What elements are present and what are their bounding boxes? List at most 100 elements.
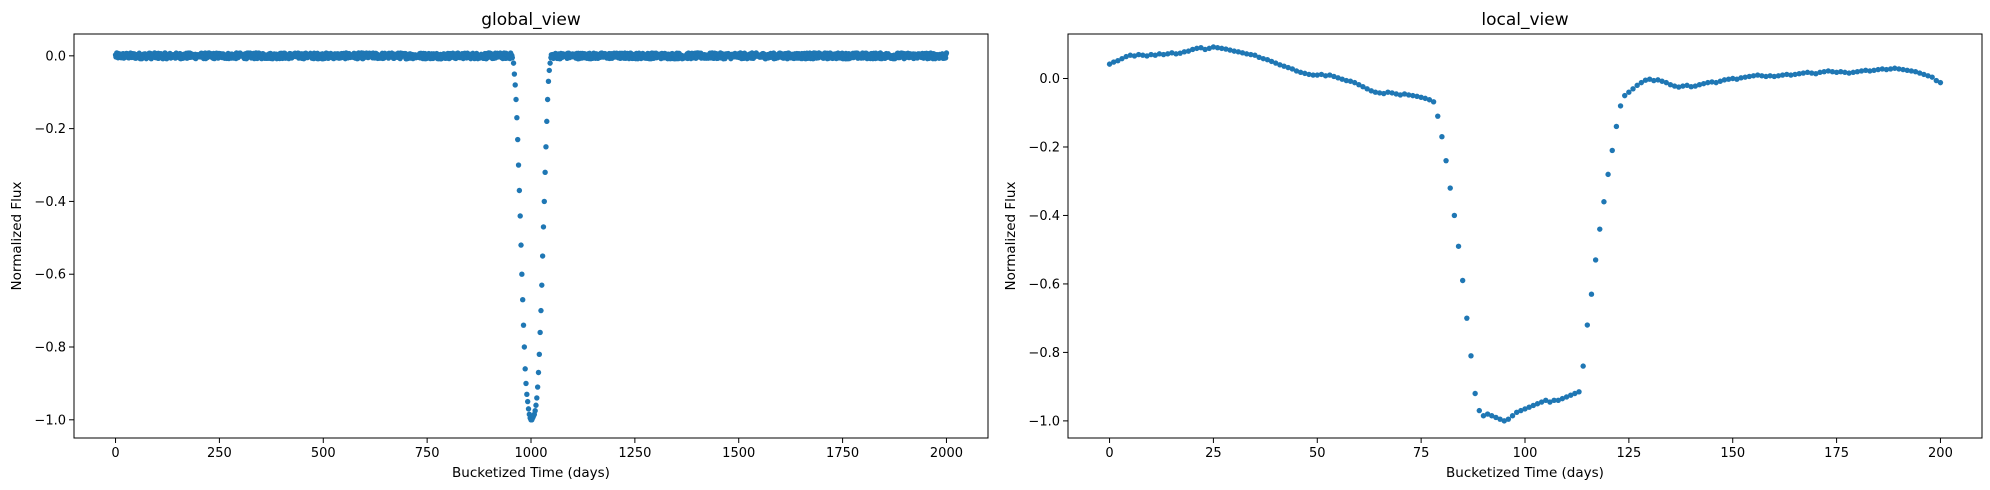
local-data-point: [1410, 92, 1416, 99]
local-data-point: [1871, 67, 1877, 73]
global-data-point: [545, 78, 552, 85]
local-data-point: [1518, 407, 1524, 414]
local-data-point: [1297, 69, 1304, 76]
global-data-point: [544, 96, 551, 103]
local-data-point: [1243, 51, 1250, 57]
global-data-point: [540, 224, 547, 230]
local-data-point: [1231, 48, 1237, 54]
local-view-y-axis-label: Normalized Flux: [1003, 182, 1019, 291]
local-data-point: [1493, 414, 1499, 421]
local-data-point: [1422, 95, 1428, 102]
global-data-point: [518, 242, 524, 248]
local-data-point: [1663, 79, 1669, 86]
local-x-tick-label: 100: [1513, 446, 1538, 461]
local-data-point: [1759, 73, 1765, 79]
local-data-point: [1397, 92, 1404, 98]
local-data-point: [1709, 79, 1715, 85]
local-data-point: [1115, 58, 1121, 64]
local-data-point: [1327, 72, 1333, 78]
local-data-point: [1393, 91, 1399, 97]
local-data-point: [1289, 66, 1296, 72]
local-data-point: [1194, 45, 1200, 52]
local-data-point: [1376, 90, 1383, 96]
local-data-point: [1883, 66, 1890, 73]
local-data-point: [1152, 52, 1158, 58]
local-data-point: [1622, 92, 1628, 99]
local-x-tick-label: 150: [1720, 446, 1745, 461]
local-data-point: [1501, 418, 1507, 424]
local-data-point: [1210, 44, 1217, 50]
global-data-point: [546, 67, 552, 74]
local-data-point: [1717, 78, 1723, 84]
local-data-point: [1634, 82, 1640, 89]
local-data-point: [1306, 71, 1312, 78]
local-data-point: [1227, 47, 1233, 53]
local-data-point: [1630, 86, 1636, 92]
local-data-point: [1260, 55, 1266, 62]
global-x-tick-label: 1250: [618, 446, 651, 461]
local-y-tick-label: −0.6: [1028, 277, 1060, 292]
local-data-point: [1360, 84, 1366, 90]
local-data-point: [1285, 64, 1291, 71]
local-data-point: [1235, 49, 1242, 55]
global-view-x-ticks: 0 250 500 750 1000 1250 1500 1750 2000: [111, 438, 963, 461]
global-data-point: [515, 136, 521, 143]
local-data-point: [1775, 73, 1782, 79]
local-data-point: [1597, 226, 1603, 232]
local-data-point: [1273, 60, 1279, 66]
local-data-point: [1347, 78, 1354, 84]
local-data-point: [1177, 50, 1183, 56]
local-data-point: [1684, 82, 1690, 89]
global-data-point: [547, 60, 553, 66]
global-data-point: [522, 366, 528, 372]
local-x-tick-label: 25: [1205, 446, 1222, 461]
local-data-point: [1580, 363, 1586, 369]
local-y-tick-label: −1.0: [1028, 414, 1060, 429]
local-x-tick-label: 175: [1824, 446, 1849, 461]
local-data-point: [1277, 62, 1283, 68]
global-y-tick-label: −0.6: [34, 268, 66, 283]
local-data-point: [1185, 48, 1192, 54]
local-data-point: [1838, 68, 1844, 75]
local-data-point: [1513, 409, 1520, 416]
global-y-tick-label: −0.4: [34, 195, 66, 210]
local-data-point: [1310, 72, 1316, 78]
local-x-tick-label: 0: [1105, 446, 1113, 461]
local-data-point: [1850, 69, 1856, 76]
local-data-point: [1792, 71, 1798, 78]
local-data-point: [1165, 51, 1171, 57]
local-data-point: [1916, 70, 1923, 76]
global-y-tick-label: −0.2: [34, 122, 66, 137]
global-x-tick-label: 1750: [826, 446, 859, 461]
global-data-point: [537, 329, 543, 336]
local-data-point: [1576, 389, 1582, 395]
local-data-point: [1455, 243, 1462, 249]
local-data-point: [1746, 73, 1753, 80]
local-data-point: [1468, 353, 1474, 359]
local-data-point: [1472, 390, 1478, 397]
local-data-point: [1854, 68, 1861, 75]
local-data-point: [1900, 66, 1906, 73]
local-data-point: [1543, 397, 1549, 404]
local-data-point: [1331, 73, 1337, 80]
local-data-point: [1767, 73, 1773, 79]
local-data-point: [1239, 50, 1246, 56]
global-data-point: [515, 162, 522, 168]
local-data-point: [1480, 413, 1487, 419]
local-x-tick-label: 200: [1928, 446, 1953, 461]
local-data-point: [1779, 72, 1786, 78]
global-data-point: [520, 322, 527, 328]
local-data-point: [1459, 277, 1466, 284]
local-y-tick-label: −0.8: [1028, 346, 1060, 361]
local-data-point: [1111, 59, 1117, 65]
global-data-point: [519, 271, 525, 277]
local-data-point: [1705, 79, 1711, 86]
local-data-point: [1572, 390, 1578, 397]
local-data-point: [1879, 66, 1885, 72]
local-data-point: [1106, 61, 1113, 67]
local-data-point: [1202, 46, 1208, 53]
local-data-point: [1671, 83, 1678, 89]
global-data-point: [539, 253, 546, 259]
global-x-tick-label: 500: [311, 446, 336, 461]
local-data-point: [1505, 416, 1512, 422]
